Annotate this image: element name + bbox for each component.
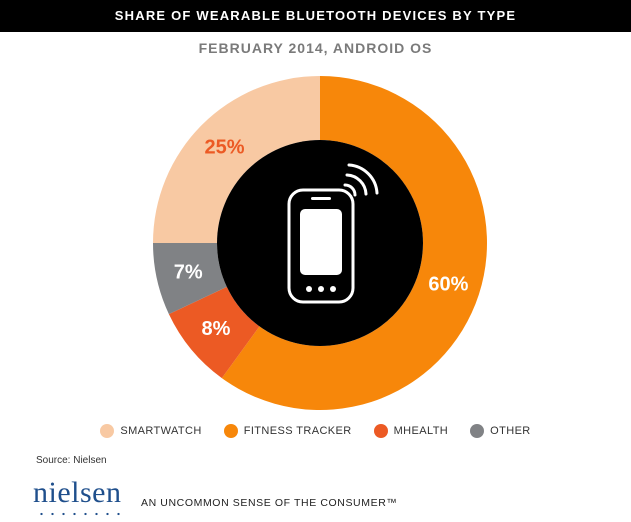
legend-item-other: OTHER — [470, 424, 531, 438]
legend: SMARTWATCH FITNESS TRACKER MHEALTH OTHER — [0, 424, 631, 438]
smartphone-signal-icon — [287, 163, 379, 304]
slice-mhealth — [168, 286, 260, 379]
logo-dots — [36, 512, 124, 516]
chart-subtitle: FEBRUARY 2014, ANDROID OS — [198, 40, 433, 56]
legend-label: OTHER — [490, 425, 531, 437]
legend-swatch — [470, 424, 485, 438]
source-note: Source: Nielsen — [36, 455, 107, 466]
data-label-other: 7% — [174, 261, 203, 283]
legend-swatch — [100, 424, 115, 438]
slice-other — [153, 243, 227, 315]
legend-item-smartwatch: SMARTWATCH — [100, 424, 201, 438]
nielsen-logo: nielsen — [33, 476, 122, 509]
legend-label: SMARTWATCH — [120, 425, 202, 437]
data-label-smartwatch: 25% — [205, 137, 245, 159]
legend-item-mhealth: MHEALTH — [373, 424, 449, 438]
slice-smartwatch — [153, 76, 320, 243]
legend-swatch — [223, 424, 238, 438]
chart-title: SHARE OF WEARABLE BLUETOOTH DEVICES BY T… — [0, 0, 631, 32]
legend-label: FITNESS TRACKER — [243, 425, 352, 437]
data-label-mhealth: 8% — [202, 318, 231, 340]
data-label-fitness-tracker: 60% — [428, 274, 468, 296]
legend-swatch — [373, 424, 388, 438]
legend-item-fitness-tracker: FITNESS TRACKER — [223, 424, 352, 438]
tagline: AN UNCOMMON SENSE OF THE CONSUMER™ — [141, 497, 398, 509]
legend-label: MHEALTH — [393, 425, 449, 437]
slice-fitness-tracker — [221, 76, 488, 410]
